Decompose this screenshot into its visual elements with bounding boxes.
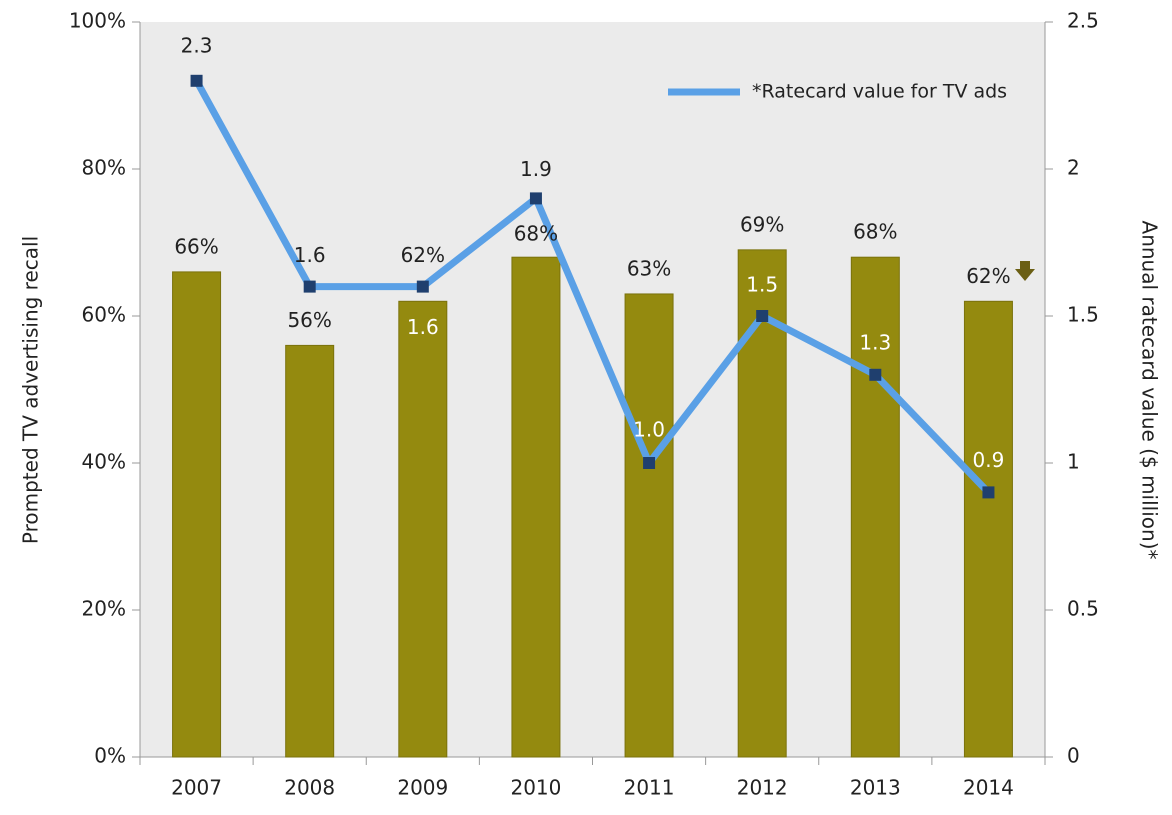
data-label: 69% <box>740 212 784 236</box>
down-arrow-icon <box>1015 261 1035 281</box>
x-tick-label: 2012 <box>737 776 788 800</box>
marker <box>756 310 769 322</box>
x-tick-label: 2011 <box>624 776 675 800</box>
bar <box>511 256 561 758</box>
data-label: 68% <box>853 220 897 244</box>
marker <box>303 280 316 293</box>
data-label: 1.0 <box>633 418 665 442</box>
plot-background <box>140 22 1045 757</box>
data-label: 62% <box>401 243 445 267</box>
marker <box>982 486 995 499</box>
data-label: 1.6 <box>294 243 326 267</box>
data-label: 62% <box>966 264 1010 288</box>
x-tick-label: 2008 <box>284 776 335 800</box>
bar <box>172 271 222 758</box>
y-tick-label: 40% <box>82 450 126 474</box>
marker <box>529 192 542 205</box>
y-tick-label: 100% <box>69 9 126 33</box>
legend-label: *Ratecard value for TV ads <box>752 81 1007 103</box>
bar <box>850 256 900 758</box>
x-tick-label: 2013 <box>850 776 901 800</box>
marker <box>416 280 429 293</box>
data-label: 0.9 <box>973 448 1005 472</box>
y2-tick-label: 2.5 <box>1067 9 1099 33</box>
data-label: 68% <box>514 222 558 246</box>
y-axis-title: Prompted TV advertising recall <box>19 236 43 544</box>
y2-tick-label: 1.5 <box>1067 303 1099 327</box>
y2-tick-label: 2 <box>1067 156 1080 180</box>
marker <box>190 74 203 87</box>
x-tick-label: 2009 <box>397 776 448 800</box>
y-tick-label: 20% <box>82 597 126 621</box>
line <box>193 79 991 495</box>
y-tick-label: 0% <box>94 744 126 768</box>
y2-tick-label: 1 <box>1067 450 1080 474</box>
y2-axis-title: Annual ratecard value ($ million)* <box>1138 221 1162 560</box>
y2-tick-label: 0.5 <box>1067 597 1099 621</box>
y-tick-label: 60% <box>82 303 126 327</box>
data-label: 1.5 <box>746 273 778 297</box>
x-tick-label: 2014 <box>963 776 1014 800</box>
y-tick-label: 80% <box>82 156 126 180</box>
bar <box>963 300 1013 758</box>
data-label: 1.9 <box>520 157 552 181</box>
data-label: 56% <box>287 308 331 332</box>
marker <box>643 457 656 469</box>
y2-tick-label: 0 <box>1067 744 1080 768</box>
bar <box>285 344 335 758</box>
data-label: 1.3 <box>859 330 891 354</box>
data-label: 2.3 <box>181 33 213 57</box>
bar <box>624 293 674 758</box>
data-label: 66% <box>174 234 218 258</box>
bar <box>398 300 448 758</box>
x-tick-label: 2007 <box>171 776 222 800</box>
data-label: 1.6 <box>407 315 439 339</box>
x-tick-label: 2010 <box>510 776 561 800</box>
data-label: 63% <box>627 256 671 280</box>
marker <box>869 368 882 381</box>
